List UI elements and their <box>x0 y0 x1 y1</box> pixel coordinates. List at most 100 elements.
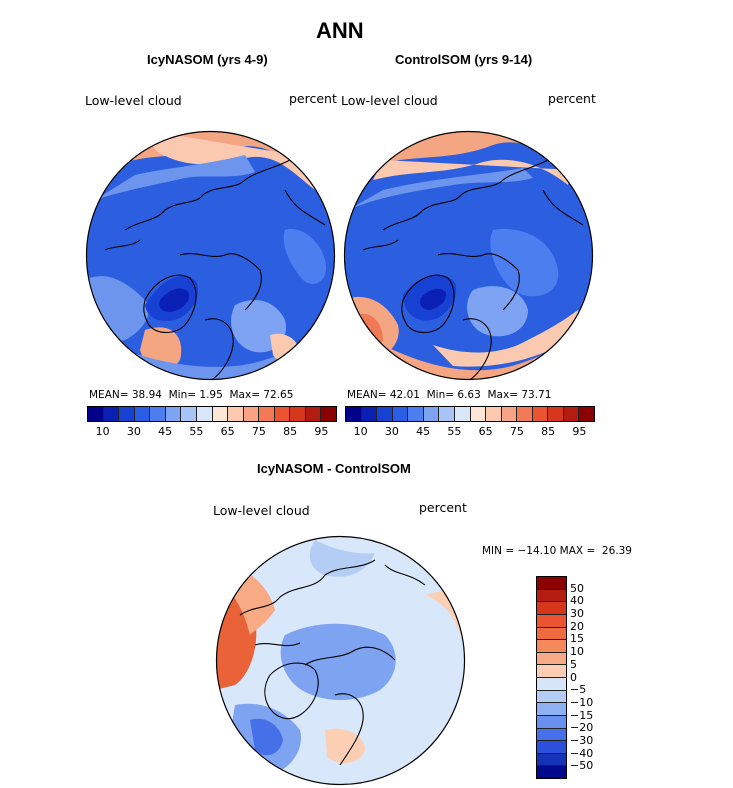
diff-colorbar-tick-label: 15 <box>570 632 584 646</box>
panel-2-colorbar-swatch <box>361 407 378 421</box>
diff-colorbar-swatch <box>537 665 566 678</box>
diff-colorbar-tick-label: −15 <box>570 708 594 722</box>
panel-1-colorbar-swatch <box>181 407 197 421</box>
panel-2-polar-map <box>343 130 594 381</box>
panel-1-colorbar-swatch <box>212 407 229 421</box>
panel-1-colorbar-ticks: 10 30 45 55 65 75 85 95 <box>87 425 337 439</box>
panel-2-mid-blue-central <box>490 229 559 297</box>
panel-2-colorbar-swatch <box>392 407 409 421</box>
diff-map-border <box>215 535 466 786</box>
diff-colorbar-tick-label: −50 <box>570 759 594 773</box>
panel-1-colorbar-swatch <box>243 407 260 421</box>
panel-1-colorbar-swatch <box>150 407 166 421</box>
panel-2-pink-band-south <box>433 310 583 367</box>
panel-1-variable-label: Low-level cloud <box>85 93 182 108</box>
panel-2-colorbar-swatch <box>579 407 594 421</box>
panel-1-colorbar-swatch <box>321 407 336 421</box>
panel-1-map-border <box>85 130 336 381</box>
panel-1-colorbar-swatch <box>259 407 275 421</box>
panel-2-colorbar-swatch <box>532 407 549 421</box>
panel-1-colorbar-tick-label: 85 <box>283 425 298 438</box>
panel-1-colorbar-tick-label: 95 <box>314 425 329 438</box>
diff-colorbar-swatch <box>537 766 566 778</box>
panel-2-colorbar-tick-label: 45 <box>416 425 431 438</box>
panel-1-colorbar-swatch <box>274 407 291 421</box>
diff-colorbar-swatch <box>537 640 566 653</box>
diff-polar-map <box>215 535 466 786</box>
diff-colorbar-tick-label: 5 <box>570 657 577 671</box>
diff-colorbar-tick-label: 40 <box>570 594 584 608</box>
panel-2-colorbar-swatch <box>377 407 393 421</box>
panel-2-colorbar-tick-label: 30 <box>384 425 399 438</box>
diff-colorbar-tick-label: −20 <box>570 721 594 735</box>
panel-2-coastlines <box>362 159 584 380</box>
diff-colorbar-tick-label: 20 <box>570 619 584 633</box>
panel-2-colorbar-tick-label: 65 <box>478 425 493 438</box>
panel-1-darker-blue-core <box>159 288 190 312</box>
diff-colorbar-tick-label: −10 <box>570 695 594 709</box>
panel-2-colorbar-swatch <box>563 407 580 421</box>
panel-1-colorbar-tick-label: 30 <box>126 425 141 438</box>
panel-2-colorbar-swatch <box>501 407 518 421</box>
panel-1-colorbar-swatch <box>290 407 306 421</box>
panel-1-units-label: percent <box>289 91 337 106</box>
panel-2-colorbar-swatch <box>548 407 564 421</box>
diff-colorbar-tick-label: 30 <box>570 606 584 620</box>
diff-colorbar-swatch <box>537 589 566 603</box>
diff-colorbar-swatch <box>537 741 566 754</box>
panel-2-darker-blue-core <box>420 288 447 310</box>
diff-colorbar-tick-label: −40 <box>570 746 594 760</box>
panel-2-colorbar-swatch <box>439 407 455 421</box>
panel-2-colorbar-ticks: 10 30 45 55 65 75 85 95 <box>345 425 595 439</box>
panel-2-colorbar-swatch <box>346 407 362 421</box>
panel-2-colorbar-swatch <box>423 407 440 421</box>
diff-colorbar-tick-label: 0 <box>570 670 577 684</box>
diff-colorbar-swatch <box>537 678 566 691</box>
diff-colorbar-swatch <box>537 690 566 704</box>
diff-blue-region-central <box>280 623 396 701</box>
panel-1-stats: MEAN= 38.94 Min= 1.95 Max= 72.65 <box>89 389 294 401</box>
panel-2-light-blue-band <box>348 168 533 210</box>
diff-colorbar-tick-label: 50 <box>570 581 584 595</box>
diff-minmax-label: MIN = −14.10 MAX = 26.39 <box>482 545 632 557</box>
diff-colorbar-swatch <box>537 627 566 641</box>
diff-units-label: percent <box>419 500 467 515</box>
diff-colorbar-ticks: 50 40 30 20 15 10 5 0 −5 −10 −15 −20 −30 −40 −50 <box>570 576 610 779</box>
panel-1-colorbar-swatch <box>165 407 182 421</box>
panel-2-colorbar-swatch <box>454 407 471 421</box>
panel-1-colorbar-swatch <box>305 407 322 421</box>
panel-2-colorbar <box>345 406 595 422</box>
panel-2-variable-label: Low-level cloud <box>341 93 438 108</box>
panel-1-colorbar-swatch <box>119 407 135 421</box>
diff-variable-label: Low-level cloud <box>213 503 310 518</box>
diff-colorbar-swatch <box>537 577 566 590</box>
diff-colorbar-swatch <box>537 602 566 615</box>
panel-1-colorbar-swatch <box>196 407 213 421</box>
panel-2-colorbar-swatch <box>408 407 424 421</box>
panel-1-mid-blue-east <box>283 229 326 284</box>
panel-2-units-label: percent <box>548 91 596 106</box>
diff-colorbar-tick-label: −30 <box>570 733 594 747</box>
diff-colorbar-swatch <box>537 728 566 742</box>
figure-title: ANN <box>316 18 364 43</box>
panel-2-colorbar-swatch <box>486 407 502 421</box>
panel-1-colorbar-swatch <box>103 407 120 421</box>
diff-panel-title: IcyNASOM - ControlSOM <box>257 461 411 476</box>
panel-1-colorbar-tick-label: 10 <box>95 425 110 438</box>
panel-2-colorbar-tick-label: 95 <box>572 425 587 438</box>
diff-colorbar-swatch <box>537 715 566 729</box>
diff-colorbar-swatch <box>537 652 566 666</box>
panel-1-colorbar-swatch <box>88 407 104 421</box>
panel-1-title: IcyNASOM (yrs 4-9) <box>147 52 268 67</box>
panel-1-colorbar-tick-label: 75 <box>251 425 266 438</box>
panel-2-colorbar-swatch <box>517 407 533 421</box>
panel-2-colorbar-tick-label: 55 <box>447 425 462 438</box>
diff-colorbar-swatch <box>537 703 566 716</box>
panel-2-pink-region-north <box>373 159 573 185</box>
panel-1-coastlines <box>104 159 326 380</box>
panel-2-title: ControlSOM (yrs 9-14) <box>395 52 533 67</box>
diff-pink-patch-south <box>325 728 365 764</box>
diff-colorbar-swatch <box>537 614 566 628</box>
panel-1-polar-map <box>85 130 336 381</box>
diff-colorbar-swatch <box>537 753 566 767</box>
